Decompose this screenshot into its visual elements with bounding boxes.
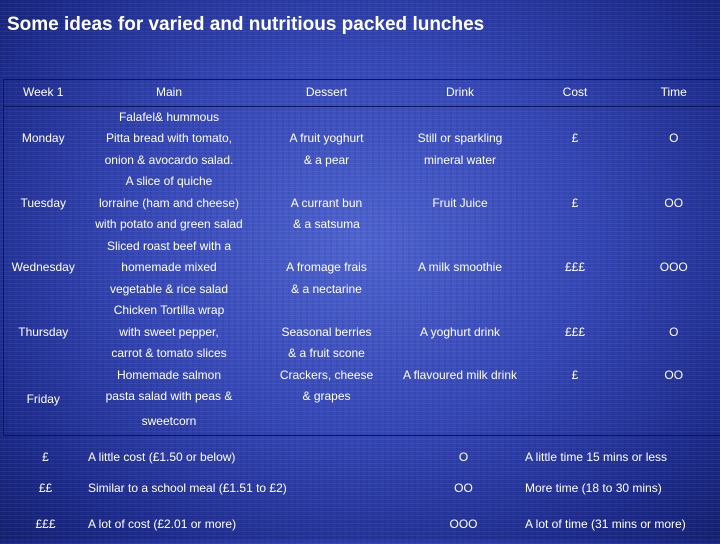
drink-line: Still or sparkling [398,129,523,151]
header-drink: Drink [398,80,523,107]
table-header-row: Week 1 Main Dessert Drink Cost Time [4,80,720,107]
main-line: lorraine (ham and cheese) [83,193,256,215]
legend-time-symbol: OOO [402,503,525,544]
dessert-line: & grapes [256,387,398,409]
table-row: Friday Homemade salmon Crackers, cheese … [4,365,720,387]
dessert-line: A currant bun [256,193,398,215]
main-line: Chicken Tortilla wrap [83,301,256,323]
main-line: A slice of quiche [83,172,256,194]
day-label: Monday [4,107,83,172]
legend-cost-symbol: £££ [3,503,88,544]
table-row: sweetcorn [4,408,720,436]
table-row: pasta salad with peas & & grapes [4,387,720,409]
page-title: Some ideas for varied and nutritious pac… [7,14,484,36]
legend-table: £ A little cost (£1.50 or below) O A lit… [3,441,720,544]
main-line: with sweet pepper, [83,322,256,344]
table-row: Wednesday Sliced roast beef with a £££ O… [4,236,720,258]
legend-cost-symbol: £ [3,441,88,472]
dessert-line: & a pear [256,150,398,172]
legend-cost-text: Similar to a school meal (£1.51 to £2) [88,472,402,503]
dessert-line: A fruit yoghurt [256,129,398,151]
cost-symbol: £££ [523,236,628,301]
main-line: Falafel& hummous [83,107,256,129]
legend-time-text: A little time 15 mins or less [525,441,720,472]
drink-line: A milk smoothie [398,258,523,280]
cost-symbol: £££ [523,301,628,366]
main-line: Homemade salmon [83,365,256,387]
dessert-line: Crackers, cheese [256,365,398,387]
main-line: homemade mixed [83,258,256,280]
time-symbol: OO [628,365,720,387]
legend-cost-text: A little cost (£1.50 or below) [88,441,402,472]
drink-line: A yoghurt drink [398,322,523,344]
header-cost: Cost [523,80,628,107]
time-symbol: O [628,107,720,172]
legend-time-text: A lot of time (31 mins or more) [525,503,720,544]
legend-time-symbol: O [402,441,525,472]
header-main: Main [83,80,256,107]
main-line: vegetable & rice salad [83,279,256,301]
cost-symbol: £ [523,365,628,387]
dessert-line: & a satsuma [256,215,398,237]
day-label: Tuesday [4,172,83,237]
legend-time-symbol: OO [402,472,525,503]
time-symbol: O [628,301,720,366]
header-time: Time [628,80,720,107]
main-line: carrot & tomato slices [83,344,256,366]
time-symbol: OOO [628,236,720,301]
main-line: Pitta bread with tomato, [83,129,256,151]
legend-row: £££ A lot of cost (£2.01 or more) OOO A … [3,503,720,544]
table-row: Tuesday A slice of quiche £ OO [4,172,720,194]
drink-line: mineral water [398,150,523,172]
legend-time-text: More time (18 to 30 mins) [525,472,720,503]
cost-symbol: £ [523,172,628,237]
header-week: Week 1 [4,80,83,107]
legend-cost-text: A lot of cost (£2.01 or more) [88,503,402,544]
table-row: Thursday Chicken Tortilla wrap £££ O [4,301,720,323]
main-line: onion & avocardo salad. [83,150,256,172]
day-label: Wednesday [4,236,83,301]
legend-cost-symbol: ££ [3,472,88,503]
main-line: Sliced roast beef with a [83,236,256,258]
cost-symbol: £ [523,107,628,172]
day-label: Thursday [4,301,83,366]
day-label: Friday [4,365,83,436]
dessert-line: & a fruit scone [256,344,398,366]
dessert-line: A fromage frais [256,258,398,280]
main-line: sweetcorn [83,408,256,436]
main-line: pasta salad with peas & [83,387,256,409]
main-line: with potato and green salad [83,215,256,237]
drink-line: A flavoured milk drink [398,365,523,387]
time-symbol: OO [628,172,720,237]
header-dessert: Dessert [256,80,398,107]
lunch-table: Week 1 Main Dessert Drink Cost Time Mond… [3,79,720,436]
legend-row: ££ Similar to a school meal (£1.51 to £2… [3,472,720,503]
dessert-line: & a nectarine [256,279,398,301]
dessert-line: Seasonal berries [256,322,398,344]
legend-row: £ A little cost (£1.50 or below) O A lit… [3,441,720,472]
table-row: Monday Falafel& hummous £ O [4,107,720,129]
drink-line: Fruit Juice [398,193,523,215]
